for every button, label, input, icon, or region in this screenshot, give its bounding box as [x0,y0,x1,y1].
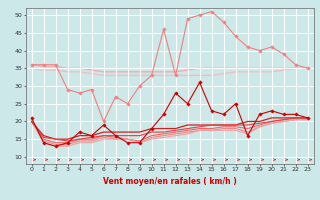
X-axis label: Vent moyen/en rafales ( km/h ): Vent moyen/en rafales ( km/h ) [103,177,236,186]
